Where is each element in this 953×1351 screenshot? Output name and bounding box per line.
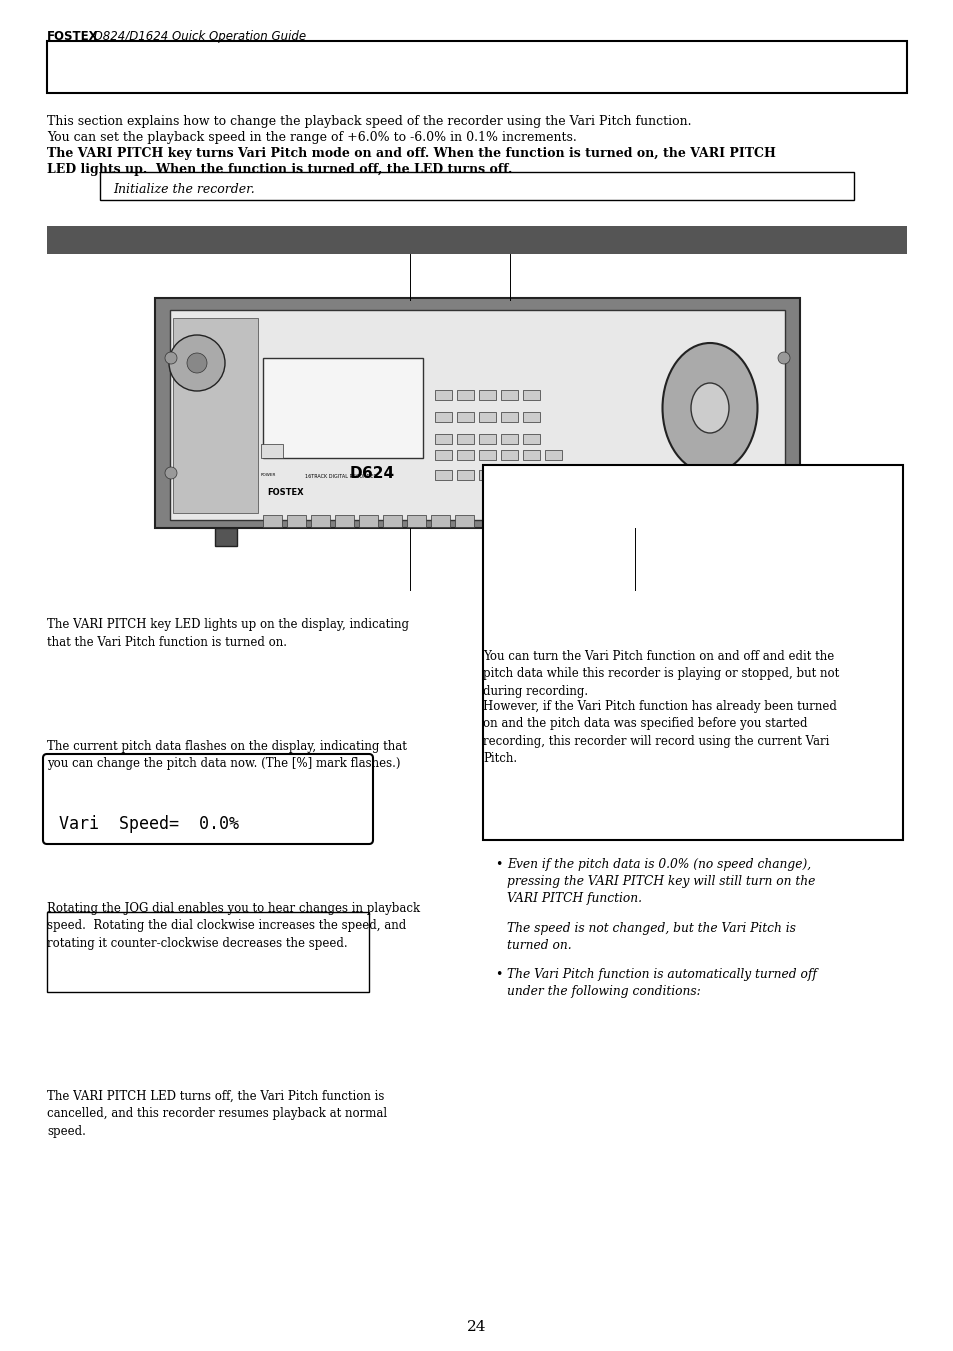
Text: Initialize the recorder.: Initialize the recorder. xyxy=(112,182,254,196)
Bar xyxy=(407,515,426,527)
Text: FOSTEX: FOSTEX xyxy=(47,30,98,43)
Bar xyxy=(456,434,474,444)
Ellipse shape xyxy=(690,382,728,434)
Text: FOSTEX: FOSTEX xyxy=(267,488,303,497)
Bar xyxy=(482,465,902,840)
Text: You can set the playback speed in the range of +6.0% to -6.0% in 0.1% increments: You can set the playback speed in the ra… xyxy=(47,131,577,145)
Text: However, if the Vari Pitch function has already been turned
on and the pitch dat: However, if the Vari Pitch function has … xyxy=(482,700,836,766)
Bar xyxy=(500,390,517,400)
Text: The speed is not changed, but the Vari Pitch is
turned on.: The speed is not changed, but the Vari P… xyxy=(506,921,795,952)
Text: •: • xyxy=(495,969,502,981)
Bar xyxy=(263,515,282,527)
Bar xyxy=(287,515,306,527)
Text: The VARI PITCH key turns Vari Pitch mode on and off. When the function is turned: The VARI PITCH key turns Vari Pitch mode… xyxy=(47,147,775,159)
Bar xyxy=(455,515,474,527)
Bar xyxy=(522,470,539,480)
Bar xyxy=(500,434,517,444)
Bar xyxy=(261,444,283,458)
Text: The VARI PITCH key LED lights up on the display, indicating
that the Vari Pitch : The VARI PITCH key LED lights up on the … xyxy=(47,617,409,648)
Bar xyxy=(478,470,496,480)
Bar xyxy=(478,450,496,459)
Bar xyxy=(100,172,853,200)
Bar xyxy=(311,515,330,527)
Text: The Vari Pitch function is automatically turned off
under the following conditio: The Vari Pitch function is automatically… xyxy=(506,969,816,998)
Text: The VARI PITCH LED turns off, the Vari Pitch function is
cancelled, and this rec: The VARI PITCH LED turns off, the Vari P… xyxy=(47,1090,387,1138)
Bar xyxy=(335,515,354,527)
Text: POWER: POWER xyxy=(261,473,276,477)
Bar xyxy=(718,528,740,546)
Text: Even if the pitch data is 0.0% (no speed change),
pressing the VARI PITCH key wi: Even if the pitch data is 0.0% (no speed… xyxy=(506,858,815,905)
Bar xyxy=(522,450,539,459)
Bar xyxy=(47,41,906,93)
Text: You can turn the Vari Pitch function on and off and edit the
pitch data while th: You can turn the Vari Pitch function on … xyxy=(482,650,839,698)
Text: •: • xyxy=(495,858,502,871)
Text: Rotating the JOG dial enables you to hear changes in playback
speed.  Rotating t: Rotating the JOG dial enables you to hea… xyxy=(47,902,419,950)
Text: Vari  Speed=  0.0%: Vari Speed= 0.0% xyxy=(59,815,239,834)
FancyBboxPatch shape xyxy=(43,754,373,844)
Circle shape xyxy=(169,335,225,390)
Bar xyxy=(382,515,401,527)
Bar xyxy=(500,412,517,422)
Text: 16TRACK DIGITAL RECORDER: 16TRACK DIGITAL RECORDER xyxy=(305,474,376,480)
Bar xyxy=(478,434,496,444)
Bar xyxy=(522,412,539,422)
Circle shape xyxy=(778,467,789,480)
Bar xyxy=(435,450,452,459)
Bar xyxy=(456,450,474,459)
Circle shape xyxy=(187,353,207,373)
Bar xyxy=(456,470,474,480)
Bar xyxy=(214,528,236,546)
Bar xyxy=(522,434,539,444)
Bar xyxy=(478,412,496,422)
Circle shape xyxy=(778,353,789,363)
Bar xyxy=(544,470,561,480)
Text: LED lights up.  When the function is turned off, the LED turns off.: LED lights up. When the function is turn… xyxy=(47,163,512,176)
Bar xyxy=(435,470,452,480)
Text: D824/D1624 Quick Operation Guide: D824/D1624 Quick Operation Guide xyxy=(90,30,306,43)
Bar xyxy=(478,390,496,400)
Bar xyxy=(435,412,452,422)
Bar xyxy=(154,299,800,528)
Text: D: D xyxy=(350,466,362,481)
Bar xyxy=(431,515,450,527)
Text: 624: 624 xyxy=(361,466,394,481)
Circle shape xyxy=(165,467,177,480)
Bar xyxy=(170,309,784,520)
Bar xyxy=(456,390,474,400)
Bar xyxy=(456,412,474,422)
Circle shape xyxy=(165,353,177,363)
Bar xyxy=(172,317,257,513)
Bar xyxy=(435,390,452,400)
Bar xyxy=(435,434,452,444)
Bar xyxy=(263,358,422,458)
Bar xyxy=(522,390,539,400)
Ellipse shape xyxy=(661,343,757,473)
Text: This section explains how to change the playback speed of the recorder using the: This section explains how to change the … xyxy=(47,115,691,128)
Bar xyxy=(544,450,561,459)
Bar xyxy=(500,470,517,480)
Bar xyxy=(47,912,369,992)
Text: 24: 24 xyxy=(467,1320,486,1333)
Bar xyxy=(500,450,517,459)
Bar xyxy=(358,515,377,527)
Text: The current pitch data flashes on the display, indicating that
you can change th: The current pitch data flashes on the di… xyxy=(47,740,406,770)
Bar xyxy=(47,226,906,254)
